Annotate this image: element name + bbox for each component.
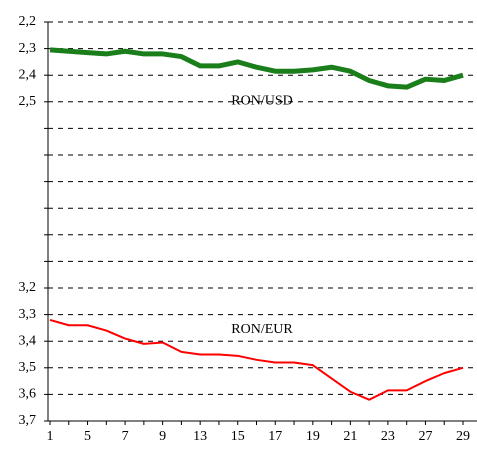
y-tick-label: 2,4 [19, 67, 37, 82]
x-tick-label: 27 [418, 429, 432, 444]
x-tick-label: 5 [84, 429, 91, 444]
x-tick-label: 7 [122, 429, 129, 444]
x-tick-label: 15 [231, 429, 245, 444]
series-line [49, 318, 464, 401]
y-tick-label: 2,3 [19, 41, 37, 56]
x-tick-label: 19 [306, 429, 320, 444]
y-tick-label: 2,2 [19, 14, 37, 29]
x-tick-label: 9 [159, 429, 166, 444]
series-label: RON/USD [231, 93, 292, 108]
x-tick-label: 29 [456, 429, 470, 444]
y-tick-label: 3,3 [19, 307, 37, 322]
x-tick-label: 17 [268, 429, 282, 444]
y-tick-label: 3,2 [19, 280, 37, 295]
y-tick-label: 2,5 [19, 94, 37, 109]
y-tick-label: 3,6 [19, 387, 37, 402]
series-label: RON/EUR [231, 322, 293, 337]
x-tick-label: 1 [47, 429, 54, 444]
x-tick-label: 13 [193, 429, 207, 444]
y-tick-label: 3,4 [19, 333, 37, 348]
y-tick-label: 3,5 [19, 360, 37, 375]
x-tick-label: 21 [343, 429, 357, 444]
y-tick-label: 3,7 [19, 413, 37, 428]
series-line [49, 47, 464, 90]
x-tick-label: 23 [381, 429, 395, 444]
